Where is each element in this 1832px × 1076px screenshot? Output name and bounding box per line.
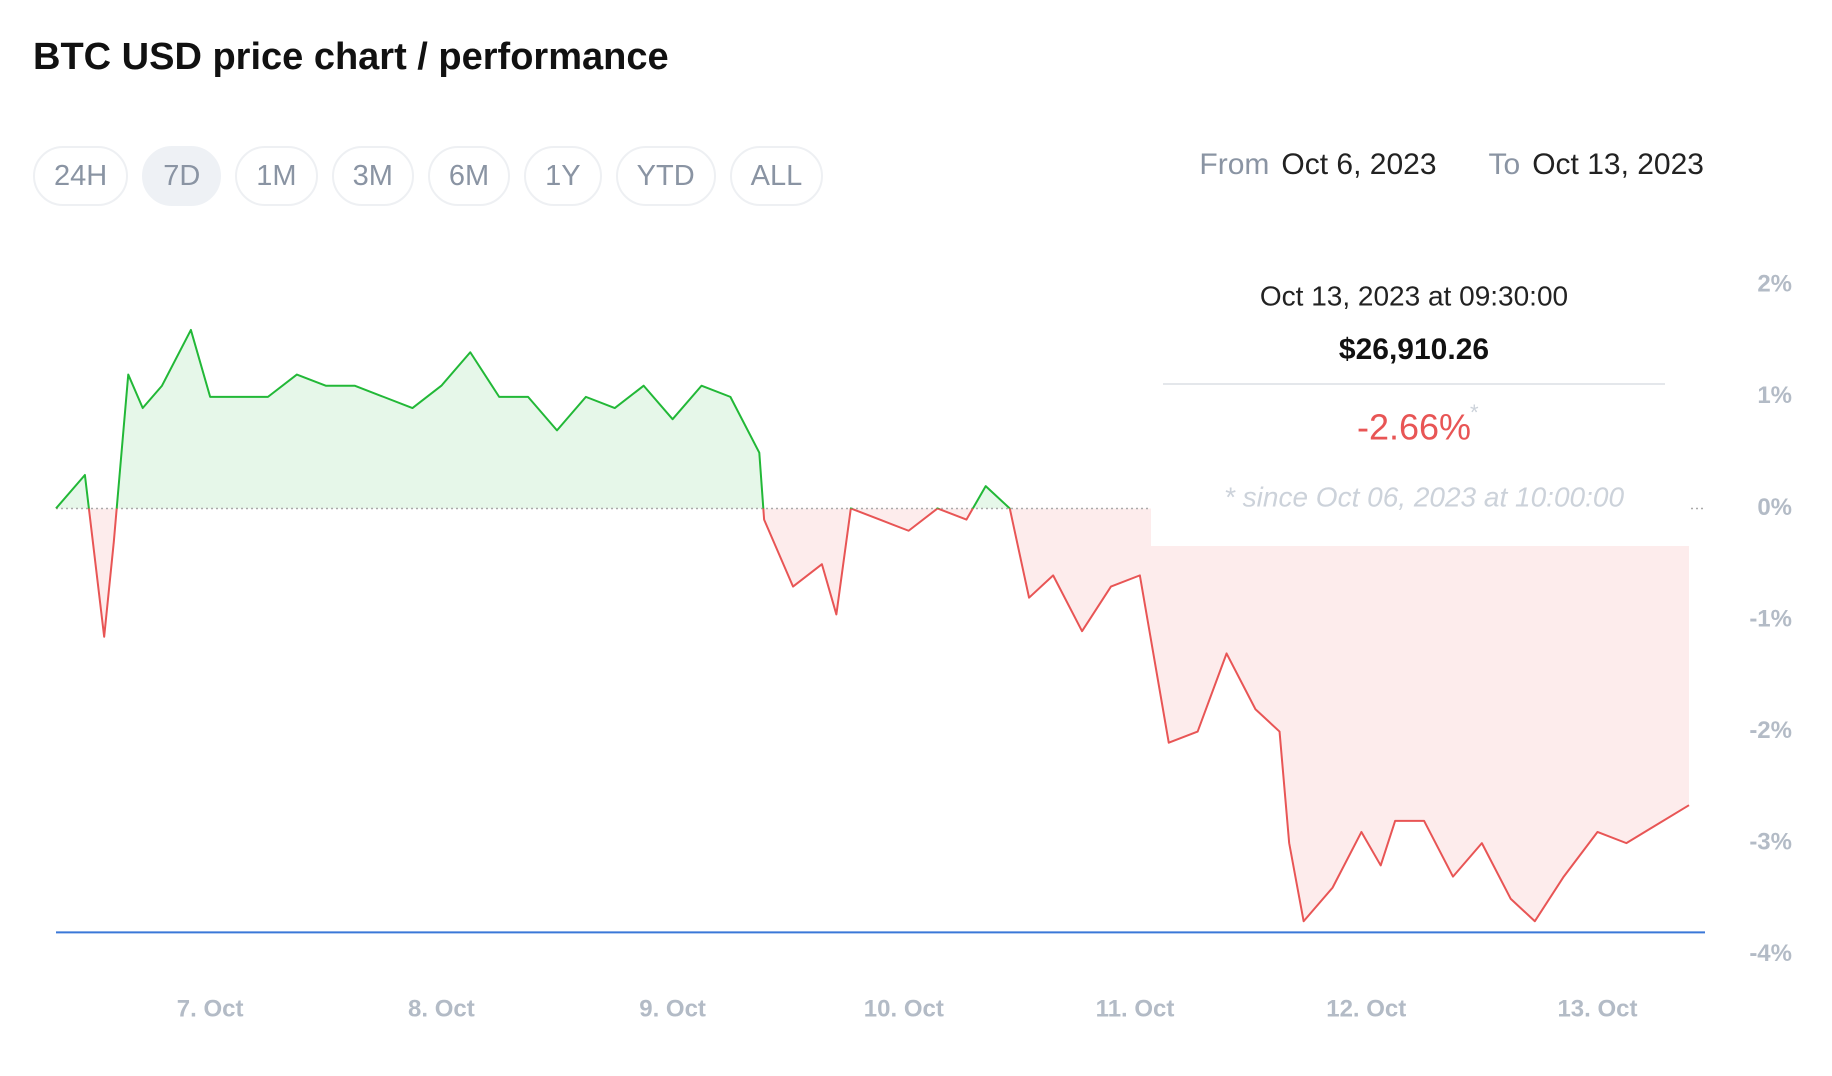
y-tick-label: -3% bbox=[1749, 828, 1792, 855]
tooltip-box bbox=[1151, 252, 1691, 546]
date-range: From Oct 6, 2023 To Oct 13, 2023 bbox=[1199, 148, 1704, 182]
tooltip-change: -2.66% bbox=[1357, 407, 1471, 448]
y-tick-label: 1% bbox=[1757, 382, 1792, 409]
x-tick-label: 7. Oct bbox=[177, 995, 244, 1022]
x-tick-label: 11. Oct bbox=[1096, 995, 1175, 1022]
from-label: From bbox=[1199, 148, 1270, 181]
range-buttons: 24H 7D 1M 3M 6M 1Y YTD ALL bbox=[33, 146, 824, 206]
tooltip: Oct 13, 2023 at 09:30:00 $26,910.26 -2.66%… bbox=[1151, 252, 1691, 546]
y-tick-label: -2% bbox=[1749, 717, 1792, 744]
range-button[interactable]: 24H bbox=[33, 146, 129, 206]
range-button[interactable]: YTD bbox=[615, 146, 716, 206]
area bbox=[56, 329, 1689, 922]
range-button[interactable]: 3M bbox=[331, 146, 414, 206]
x-tick-label: 10. Oct bbox=[864, 995, 944, 1022]
to-label: To bbox=[1488, 148, 1521, 181]
price-line bbox=[55, 328, 1690, 923]
y-tick-label: -1% bbox=[1749, 605, 1792, 632]
page-title: BTC USD price chart / performance bbox=[33, 36, 669, 78]
x-tick-label: 12. Oct bbox=[1326, 995, 1406, 1022]
tooltip-date: Oct 13, 2023 at 09:30:00 bbox=[1260, 280, 1568, 311]
y-tick-label: -4% bbox=[1749, 940, 1792, 967]
tooltip-price: $26,910.26 bbox=[1339, 333, 1489, 366]
range-button[interactable]: 6M bbox=[427, 146, 511, 206]
y-tick-label: 0% bbox=[1757, 494, 1792, 521]
range-button[interactable]: 7D bbox=[142, 146, 222, 206]
x-tick-label: 8. Oct bbox=[408, 995, 475, 1022]
x-tick-label: 13. Oct bbox=[1557, 995, 1637, 1022]
range-button[interactable]: 1M bbox=[235, 146, 318, 206]
range-button[interactable]: ALL bbox=[729, 146, 824, 206]
tooltip-asterisk: * bbox=[1470, 400, 1479, 425]
range-button[interactable]: 1Y bbox=[524, 146, 602, 206]
y-tick-label: 2% bbox=[1757, 271, 1792, 298]
x-tick-label: 9. Oct bbox=[639, 995, 706, 1022]
from-date[interactable]: Oct 6, 2023 bbox=[1281, 148, 1437, 181]
tooltip-note: * since Oct 06, 2023 at 10:00:00 bbox=[1224, 481, 1624, 512]
to-date[interactable]: Oct 13, 2023 bbox=[1532, 148, 1704, 181]
